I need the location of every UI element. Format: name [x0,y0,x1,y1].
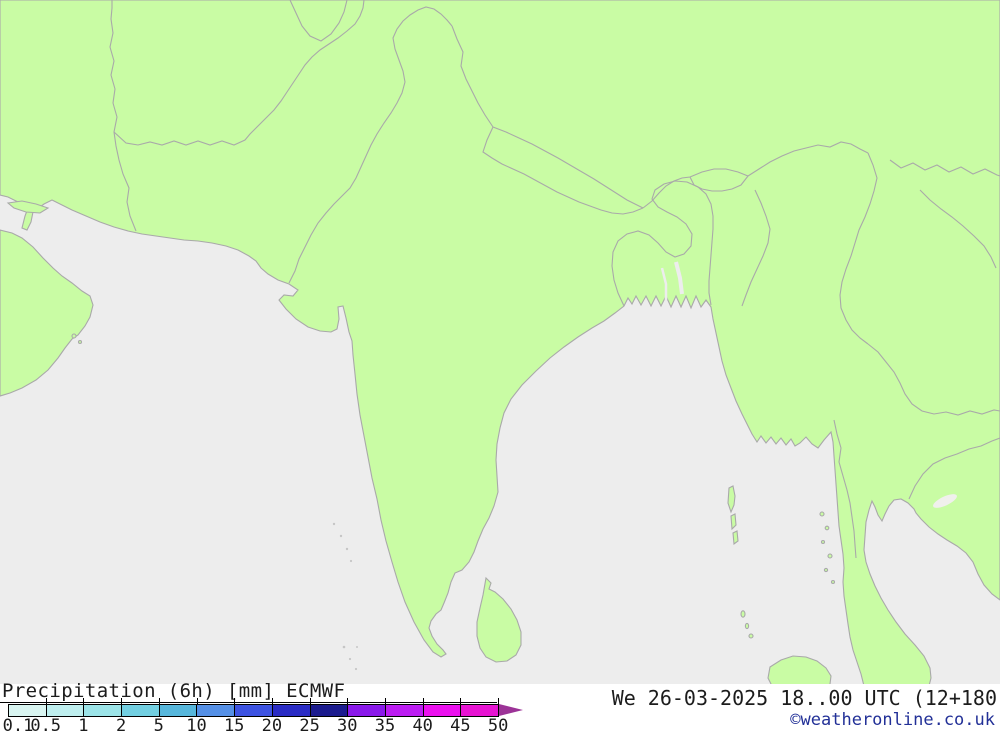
legend-tick-label: 50 [487,716,509,733]
border-bangladesh [611,180,714,307]
legend-tick-label: 2 [115,716,127,733]
island-specks [332,522,358,671]
legend-tick-label: 1 [78,716,89,733]
legend-tick-label: 40 [412,716,433,733]
legend-segment [235,705,273,716]
border-laos-vietnam [919,189,997,269]
legend-tick-label: 0.5 [30,716,62,733]
legend-tick [45,698,47,704]
copyright-link[interactable]: ©weatheronline.co.uk [790,710,995,730]
island-qeshm [6,200,50,214]
legend-tick [121,698,123,704]
islands-andaman-nicobar [727,485,754,639]
legend-tick-label: 20 [261,716,283,733]
legend-segment [461,705,498,716]
legend-baseline [0,702,497,703]
landmass-asia [0,0,1000,686]
border-china-laos [889,159,1000,177]
legend-segment [84,705,123,716]
land-oman-peninsula [0,229,94,397]
legend-segment [9,705,47,716]
border-tajikistan-china [289,0,348,42]
legend-colorbar [8,704,499,717]
legend-segment [272,705,311,716]
lake-tonle-sap [933,494,957,508]
legend-segment [159,705,198,716]
legend-tick [234,698,236,704]
border-india-china-west [451,25,494,128]
legend-tick [83,698,85,704]
border-thailand-laos [867,343,1000,416]
legend-segment [122,705,160,716]
legend-tick [460,698,462,704]
islands-mergui [819,511,836,585]
weather-map [0,0,1000,686]
legend-tick [158,698,160,704]
country-borders [109,0,1000,559]
islets-oman [71,333,83,345]
legend-segment [348,705,386,716]
river-delta-channels [660,261,684,300]
border-nepal-north [492,126,644,209]
border-afghanistan-pakistan [113,0,365,146]
legend-tick-label: 0.1 [2,716,34,733]
legend-tick-label: 15 [223,716,245,733]
border-nepal-south [482,126,644,215]
legend-segment [385,705,424,716]
border-india-myanmar [741,189,771,307]
legend-overflow-arrow-icon [499,704,523,716]
border-india-pakistan [288,6,453,284]
legend-segment [423,705,462,716]
legend-tick [347,698,349,704]
border-myanmar-thailand [833,419,857,559]
legend-tick-label: 45 [450,716,471,733]
legend-tick-label: 5 [153,716,164,733]
island-sri-lanka [476,576,522,663]
legend-segment [310,705,349,716]
border-china-myanmar [839,152,878,345]
border-iran-pakistan [109,0,137,232]
legend-tick [385,698,386,704]
legend-tick-label: 25 [299,716,320,733]
legend-tick-label: 30 [337,716,358,733]
forecast-datetime: We 26-03-2025 18..00 UTC (12+180 [611,686,997,710]
legend-tick [309,698,311,704]
legend-tick-label: 35 [374,716,396,733]
legend-segment [197,705,236,716]
legend-tick [422,698,424,704]
legend-segment [46,705,85,716]
legend-tick-label: 10 [186,716,207,733]
legend-tick [498,698,500,704]
legend-tick [271,698,273,704]
legend-tick [196,698,198,704]
map-title: Precipitation (6h) [mm] ECMWF [2,680,346,702]
border-thailand-cambodia [908,437,1000,500]
